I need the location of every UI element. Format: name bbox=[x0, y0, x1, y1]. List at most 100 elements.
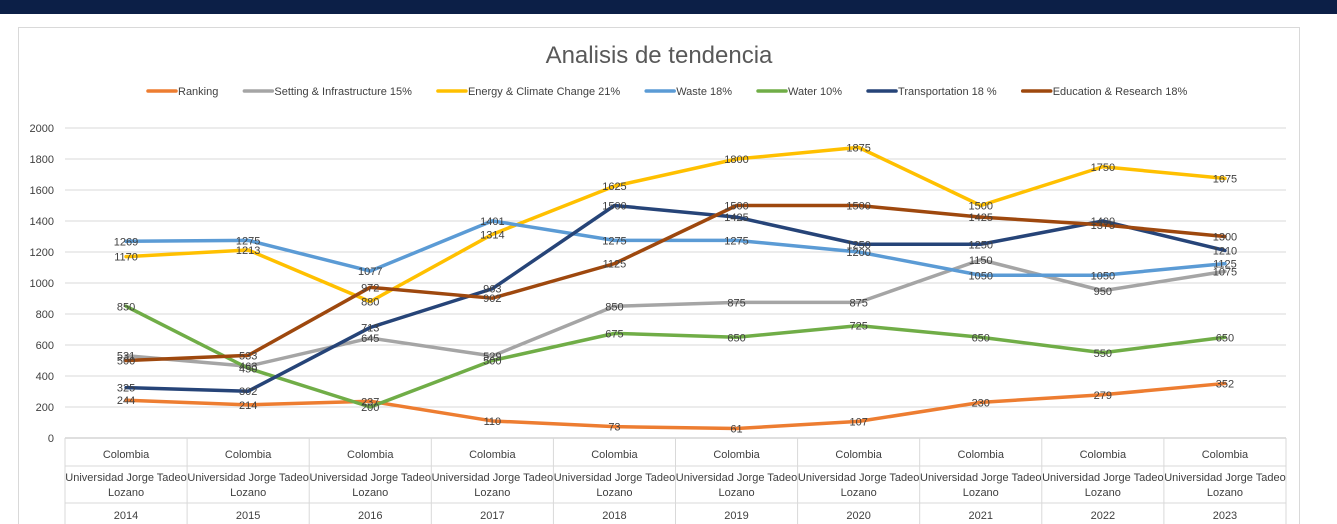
data-label: 650 bbox=[727, 332, 745, 344]
gridlines bbox=[65, 127, 1286, 439]
year-label: 2014 bbox=[114, 510, 138, 522]
data-label: 1750 bbox=[1091, 162, 1115, 174]
year-label: 2018 bbox=[602, 510, 626, 522]
series-line bbox=[124, 145, 1227, 304]
legend-entry: Transportation 18 % bbox=[898, 86, 997, 98]
country-label: Colombia bbox=[103, 449, 150, 461]
year-label: 2023 bbox=[1213, 510, 1237, 522]
series-lines bbox=[124, 145, 1227, 431]
data-label: 725 bbox=[849, 321, 867, 333]
data-label: 1269 bbox=[114, 236, 138, 248]
data-label: 1150 bbox=[969, 255, 993, 267]
series-line bbox=[124, 203, 1227, 393]
data-label: 1875 bbox=[846, 142, 870, 154]
legend-entry: Waste 18% bbox=[676, 86, 732, 98]
year-label: 2017 bbox=[480, 510, 504, 522]
country-label: Colombia bbox=[347, 449, 394, 461]
data-label: 1400 bbox=[1091, 216, 1115, 228]
data-label: 61 bbox=[730, 424, 742, 436]
data-label: 950 bbox=[1094, 286, 1112, 298]
y-tick-label: 0 bbox=[48, 433, 54, 445]
data-label: 1250 bbox=[846, 239, 870, 251]
data-label: 302 bbox=[239, 386, 257, 398]
data-label: 1425 bbox=[724, 212, 748, 224]
data-label: 450 bbox=[239, 363, 257, 375]
data-label: 1275 bbox=[724, 235, 748, 247]
country-label: Colombia bbox=[1080, 449, 1127, 461]
data-label: 529 bbox=[483, 351, 501, 363]
data-label: 1170 bbox=[114, 252, 138, 264]
y-tick-label: 200 bbox=[36, 402, 54, 414]
series-line bbox=[124, 203, 1227, 363]
data-label: 200 bbox=[361, 402, 379, 414]
data-label: 279 bbox=[1094, 390, 1112, 402]
data-label: 1401 bbox=[480, 216, 504, 228]
data-label: 1500 bbox=[724, 201, 748, 213]
university-label: Universidad Jorge Tadeo bbox=[798, 472, 919, 484]
data-label: 1500 bbox=[969, 201, 993, 213]
data-label: 1077 bbox=[358, 266, 382, 278]
country-label: Colombia bbox=[1202, 449, 1249, 461]
data-label: 1500 bbox=[846, 201, 870, 213]
country-label: Colombia bbox=[835, 449, 882, 461]
data-label: 1125 bbox=[1213, 259, 1237, 271]
university-label: Lozano bbox=[352, 487, 388, 499]
x-axis: Colombia Universidad Jorge Tadeo Lozano 201… bbox=[64, 438, 1287, 524]
legend-entry: Setting & Infrastructure 15% bbox=[274, 86, 412, 98]
data-label: 972 bbox=[361, 282, 379, 294]
university-label: Universidad Jorge Tadeo bbox=[554, 472, 675, 484]
legend-entry: Water 10% bbox=[788, 86, 842, 98]
y-tick-label: 1200 bbox=[30, 247, 54, 259]
data-label: 713 bbox=[361, 322, 379, 334]
y-tick-label: 800 bbox=[36, 309, 54, 321]
legend-entry: Education & Research 18% bbox=[1053, 86, 1188, 98]
data-label: 533 bbox=[239, 350, 257, 362]
data-label: 902 bbox=[483, 293, 501, 305]
data-label: 73 bbox=[608, 422, 620, 434]
data-label: 675 bbox=[605, 328, 623, 340]
top-header-bar bbox=[0, 0, 1337, 14]
data-label: 875 bbox=[849, 297, 867, 309]
country-label: Colombia bbox=[469, 449, 516, 461]
university-label: Universidad Jorge Tadeo bbox=[920, 472, 1041, 484]
data-label: 1675 bbox=[1213, 173, 1237, 185]
data-label: 1314 bbox=[480, 229, 504, 241]
year-label: 2015 bbox=[236, 510, 260, 522]
year-label: 2021 bbox=[969, 510, 993, 522]
data-label: 1050 bbox=[969, 270, 993, 282]
y-tick-label: 1800 bbox=[30, 154, 54, 166]
y-tick-label: 2000 bbox=[30, 123, 54, 135]
data-label: 214 bbox=[239, 400, 257, 412]
year-label: 2022 bbox=[1091, 510, 1115, 522]
data-label: 650 bbox=[1216, 332, 1234, 344]
data-label: 1250 bbox=[969, 239, 993, 251]
data-label: 1300 bbox=[1213, 232, 1237, 244]
y-tick-label: 1000 bbox=[30, 278, 54, 290]
data-label: 1500 bbox=[602, 201, 626, 213]
data-label: 500 bbox=[483, 356, 501, 368]
country-label: Colombia bbox=[958, 449, 1005, 461]
legend: Ranking Setting & Infrastructure 15% Energ… bbox=[146, 86, 1188, 98]
university-label: Lozano bbox=[108, 487, 144, 499]
data-label: 650 bbox=[972, 332, 990, 344]
data-label: 1210 bbox=[1213, 245, 1237, 257]
university-label: Lozano bbox=[1207, 487, 1243, 499]
data-label: 963 bbox=[483, 284, 501, 296]
chart-title: Analisis de tendencia bbox=[546, 42, 773, 69]
university-label: Universidad Jorge Tadeo bbox=[65, 472, 186, 484]
data-label: 1125 bbox=[603, 259, 627, 271]
data-label: 1275 bbox=[236, 235, 260, 247]
year-label: 2016 bbox=[358, 510, 382, 522]
country-label: Colombia bbox=[713, 449, 760, 461]
university-label: Lozano bbox=[1085, 487, 1121, 499]
data-label: 325 bbox=[117, 383, 135, 395]
data-label: 1625 bbox=[602, 181, 626, 193]
data-label: 880 bbox=[361, 297, 379, 309]
data-label: 463 bbox=[239, 361, 257, 373]
y-axis: 0 200 400 600 800 1000 1200 1400 1600 1800 2000 bbox=[30, 123, 54, 445]
university-label: Universidad Jorge Tadeo bbox=[187, 472, 308, 484]
data-label: 237 bbox=[361, 396, 379, 408]
series-line bbox=[124, 381, 1227, 431]
legend-entry: Energy & Climate Change 21% bbox=[468, 86, 620, 98]
